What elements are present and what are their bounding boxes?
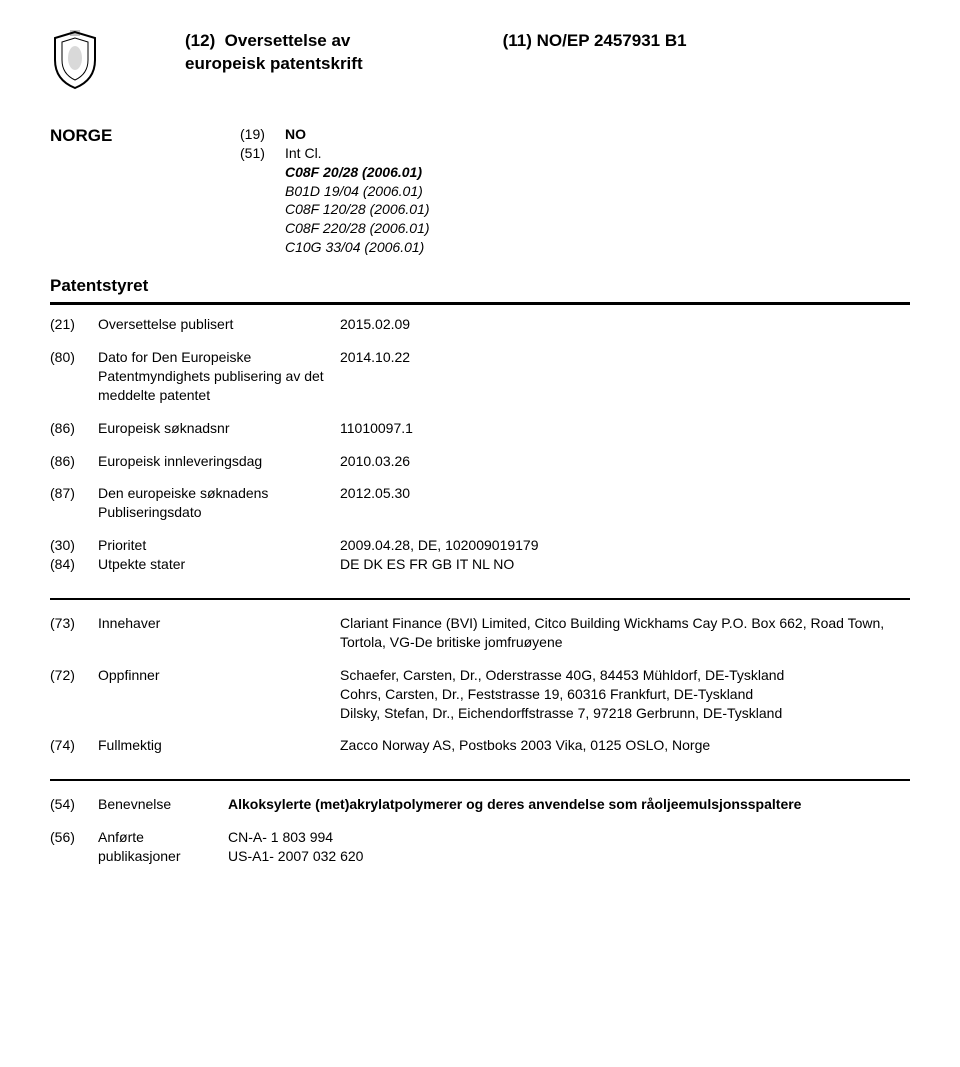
ipc-item: B01D 19/04 (2006.01) <box>285 182 430 201</box>
country-meta-block: NORGE (19) NO (51) Int Cl. C08F 20/28 (2… <box>50 125 910 257</box>
biblio-label: Den europeiske søknadens Publiseringsdat… <box>98 484 340 522</box>
val-19: NO <box>285 125 306 144</box>
biblio-label: Europeisk søknadsnr <box>98 419 340 438</box>
party-code: (72) <box>50 666 98 685</box>
party-label: Innehaver <box>98 614 340 633</box>
biblio-label: Utpekte stater <box>98 555 340 574</box>
org-label: Patentstyret <box>50 275 910 298</box>
title-12: (12) Oversettelse aveuropeisk patentskri… <box>185 30 363 76</box>
footer-value: CN-A- 1 803 994 US-A1- 2007 032 620 <box>228 828 910 866</box>
biblio-label: Europeisk innleveringsdag <box>98 452 340 471</box>
ipc-item: C08F 220/28 (2006.01) <box>285 219 430 238</box>
party-value: Schaefer, Carsten, Dr., Oderstrasse 40G,… <box>340 666 910 723</box>
party-row: (74) Fullmektig Zacco Norway AS, Postbok… <box>50 736 910 755</box>
title-11: (11) NO/EP 2457931 B1 <box>503 30 687 53</box>
biblio-section: (21) Oversettelse publisert 2015.02.09 (… <box>50 315 910 574</box>
biblio-value: 11010097.1 <box>340 419 910 438</box>
party-value: Zacco Norway AS, Postboks 2003 Vika, 012… <box>340 736 910 755</box>
ipc-item: C10G 33/04 (2006.01) <box>285 238 430 257</box>
biblio-value: 2012.05.30 <box>340 484 910 503</box>
biblio-code: (80) <box>50 348 98 367</box>
footer-section: (54) Benevnelse Alkoksylerte (met)akryla… <box>50 795 910 866</box>
divider <box>50 302 910 305</box>
biblio-value: 2014.10.22 <box>340 348 910 367</box>
biblio-code: (86) <box>50 452 98 471</box>
code-51: (51) <box>240 144 285 163</box>
footer-value: Alkoksylerte (met)akrylatpolymerer og de… <box>228 795 910 814</box>
party-label: Fullmektig <box>98 736 340 755</box>
biblio-row: (30) Prioritet 2009.04.28, DE, 102009019… <box>50 536 910 555</box>
ipc-item: C08F 20/28 (2006.01) <box>285 163 430 182</box>
biblio-code: (30) <box>50 536 98 555</box>
party-code: (73) <box>50 614 98 633</box>
party-row: (73) Innehaver Clariant Finance (BVI) Li… <box>50 614 910 652</box>
ipc-item: C08F 120/28 (2006.01) <box>285 200 430 219</box>
biblio-row: (86) Europeisk innleveringsdag 2010.03.2… <box>50 452 910 471</box>
party-value: Clariant Finance (BVI) Limited, Citco Bu… <box>340 614 910 652</box>
divider <box>50 598 910 600</box>
footer-label: Anførte publikasjoner <box>98 828 228 866</box>
biblio-row: (21) Oversettelse publisert 2015.02.09 <box>50 315 910 334</box>
biblio-value: DE DK ES FR GB IT NL NO <box>340 555 910 574</box>
divider <box>50 779 910 781</box>
biblio-label: Prioritet <box>98 536 340 555</box>
party-code: (74) <box>50 736 98 755</box>
biblio-label: Dato for Den Europeiske Patentmyndighets… <box>98 348 340 405</box>
country-label: NORGE <box>50 125 240 148</box>
biblio-code: (21) <box>50 315 98 334</box>
document-header: (12) Oversettelse aveuropeisk patentskri… <box>50 30 910 95</box>
footer-code: (56) <box>50 828 98 847</box>
footer-code: (54) <box>50 795 98 814</box>
biblio-value: 2015.02.09 <box>340 315 910 334</box>
party-row: (72) Oppfinner Schaefer, Carsten, Dr., O… <box>50 666 910 723</box>
biblio-row: (80) Dato for Den Europeiske Patentmyndi… <box>50 348 910 405</box>
biblio-value: 2009.04.28, DE, 102009019179 <box>340 536 910 555</box>
biblio-code: (87) <box>50 484 98 503</box>
footer-label: Benevnelse <box>98 795 228 814</box>
ipc-block: (19) NO (51) Int Cl. C08F 20/28 (2006.01… <box>240 125 430 257</box>
footer-row: (54) Benevnelse Alkoksylerte (met)akryla… <box>50 795 910 814</box>
party-label: Oppfinner <box>98 666 340 685</box>
biblio-row: (87) Den europeiske søknadens Publiserin… <box>50 484 910 522</box>
biblio-row: (86) Europeisk søknadsnr 11010097.1 <box>50 419 910 438</box>
biblio-code: (84) <box>50 555 98 574</box>
biblio-code: (86) <box>50 419 98 438</box>
footer-row: (56) Anførte publikasjoner CN-A- 1 803 9… <box>50 828 910 866</box>
biblio-row: (84) Utpekte stater DE DK ES FR GB IT NL… <box>50 555 910 574</box>
code-19: (19) <box>240 125 285 144</box>
biblio-value: 2010.03.26 <box>340 452 910 471</box>
val-51-label: Int Cl. <box>285 144 322 163</box>
title-row: (12) Oversettelse aveuropeisk patentskri… <box>185 30 687 76</box>
parties-section: (73) Innehaver Clariant Finance (BVI) Li… <box>50 614 910 755</box>
biblio-label: Oversettelse publisert <box>98 315 340 334</box>
national-crest-icon <box>50 30 105 95</box>
